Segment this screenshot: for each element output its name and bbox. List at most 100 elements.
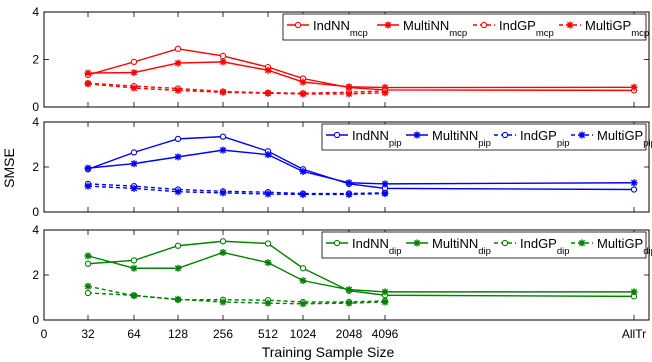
series-multinn-mcp xyxy=(84,58,638,92)
data-point xyxy=(174,86,182,94)
series-multigp-mcp xyxy=(84,80,389,98)
data-point xyxy=(84,260,92,267)
data-point xyxy=(130,160,138,168)
data-point xyxy=(630,288,638,296)
legend-marker xyxy=(333,131,341,139)
data-point xyxy=(84,252,92,260)
legend-box xyxy=(282,13,647,41)
data-point xyxy=(174,153,182,161)
series-line xyxy=(87,185,386,196)
series-line xyxy=(87,183,386,195)
data-point xyxy=(84,69,92,77)
series-multinn-dip xyxy=(84,249,638,296)
legend-label: MultiGPdip xyxy=(597,236,652,257)
legend-marker xyxy=(566,21,574,29)
data-point xyxy=(219,189,227,197)
x-axis-label: Training Sample Size xyxy=(262,344,395,360)
series-indnn-dip xyxy=(84,238,638,300)
data-point xyxy=(264,259,272,267)
x-tick-label: 256 xyxy=(213,327,233,341)
data-point xyxy=(264,66,272,74)
legend-marker xyxy=(413,131,421,139)
data-point xyxy=(345,83,353,91)
y-tick-label: 4 xyxy=(32,5,39,19)
legend-label: MultiNNdip xyxy=(432,236,491,257)
x-tick-label: 512 xyxy=(258,327,278,341)
legend-marker xyxy=(333,239,341,247)
series-multigp-pip xyxy=(84,182,389,198)
data-point xyxy=(299,265,307,272)
legend-marker xyxy=(578,131,586,139)
legend: IndNNdip MultiNNdip IndGPdip MultiGPdip xyxy=(321,231,652,259)
legend-label: MultiNNmcp xyxy=(403,18,467,39)
y-tick-label: 2 xyxy=(32,160,39,174)
data-point xyxy=(130,69,138,77)
x-tick-label: 32 xyxy=(81,327,95,341)
y-tick-label: 0 xyxy=(32,313,39,327)
legend-label: MultiNNpip xyxy=(432,128,491,149)
legend-label: IndGPdip xyxy=(520,236,570,257)
series-line xyxy=(87,48,635,92)
data-point xyxy=(299,190,307,198)
legend-box xyxy=(321,123,647,151)
data-point xyxy=(130,58,138,66)
data-point xyxy=(264,151,272,159)
legend-marker xyxy=(501,131,509,139)
data-point xyxy=(84,282,92,290)
data-point xyxy=(174,188,182,196)
data-point xyxy=(84,164,92,172)
data-point xyxy=(219,88,227,96)
x-tick-label: 64 xyxy=(127,327,141,341)
data-point xyxy=(174,242,182,249)
data-point xyxy=(174,135,182,143)
data-point xyxy=(299,168,307,175)
series-multigp-dip xyxy=(84,282,389,308)
legend: IndNNpip MultiNNpip IndGPpip MultiGPpip xyxy=(321,123,652,151)
series-line xyxy=(87,149,635,185)
data-point xyxy=(299,78,307,86)
data-point xyxy=(219,133,227,140)
data-point xyxy=(84,289,92,297)
series-indnn-mcp xyxy=(84,45,638,94)
data-point xyxy=(219,58,227,66)
x-tick-label: 1024 xyxy=(290,327,317,341)
y-tick-label: 0 xyxy=(32,205,39,219)
data-point xyxy=(174,45,182,52)
data-point xyxy=(174,264,182,272)
x-tick-label: AllTr xyxy=(622,327,646,341)
y-tick-label: 2 xyxy=(32,268,39,282)
series-line xyxy=(87,61,635,89)
data-point xyxy=(345,90,353,98)
data-point xyxy=(345,299,353,307)
legend-label: IndGPmcp xyxy=(499,18,554,39)
data-point xyxy=(174,59,182,67)
legend-label: IndNNmcp xyxy=(313,18,368,39)
series-line xyxy=(87,285,386,305)
legend: IndNNmcp MultiNNmcp IndGPmcp MultiGPmcp xyxy=(282,13,649,41)
data-point xyxy=(219,298,227,306)
data-point xyxy=(219,249,227,256)
data-point xyxy=(84,80,92,88)
chart-panels: 024IndNNmcpMultiNNmcpIndGPmcpMultiGPmcp0… xyxy=(32,5,652,341)
data-point xyxy=(299,90,307,98)
data-point xyxy=(130,264,138,272)
legend-marker xyxy=(294,21,302,29)
x-tick-label: 128 xyxy=(168,327,188,341)
legend-label: IndNNpip xyxy=(352,128,402,149)
legend-label: IndGPpip xyxy=(520,128,570,149)
panel-3: 0 2 4 IndNNdip MultiNNdip IndGPdip MultiGPdip xyxy=(32,223,652,327)
y-tick-label: 4 xyxy=(32,115,39,129)
legend-label: MultiGPpip xyxy=(597,128,652,149)
data-point xyxy=(381,89,389,97)
legend-marker xyxy=(578,239,586,247)
series-line xyxy=(87,251,634,293)
legend-box xyxy=(321,231,647,259)
y-axis-label: SMSE xyxy=(1,148,17,188)
legend-marker xyxy=(501,239,509,247)
series-line xyxy=(87,292,386,303)
panel-1: 0 2 4 IndNNmcp MultiNNmcp IndGPmcp MultiGPmcp xyxy=(32,5,650,114)
x-tick-label: 0 xyxy=(41,327,48,341)
x-tick-label: 2048 xyxy=(336,327,363,341)
y-tick-label: 4 xyxy=(32,223,39,237)
